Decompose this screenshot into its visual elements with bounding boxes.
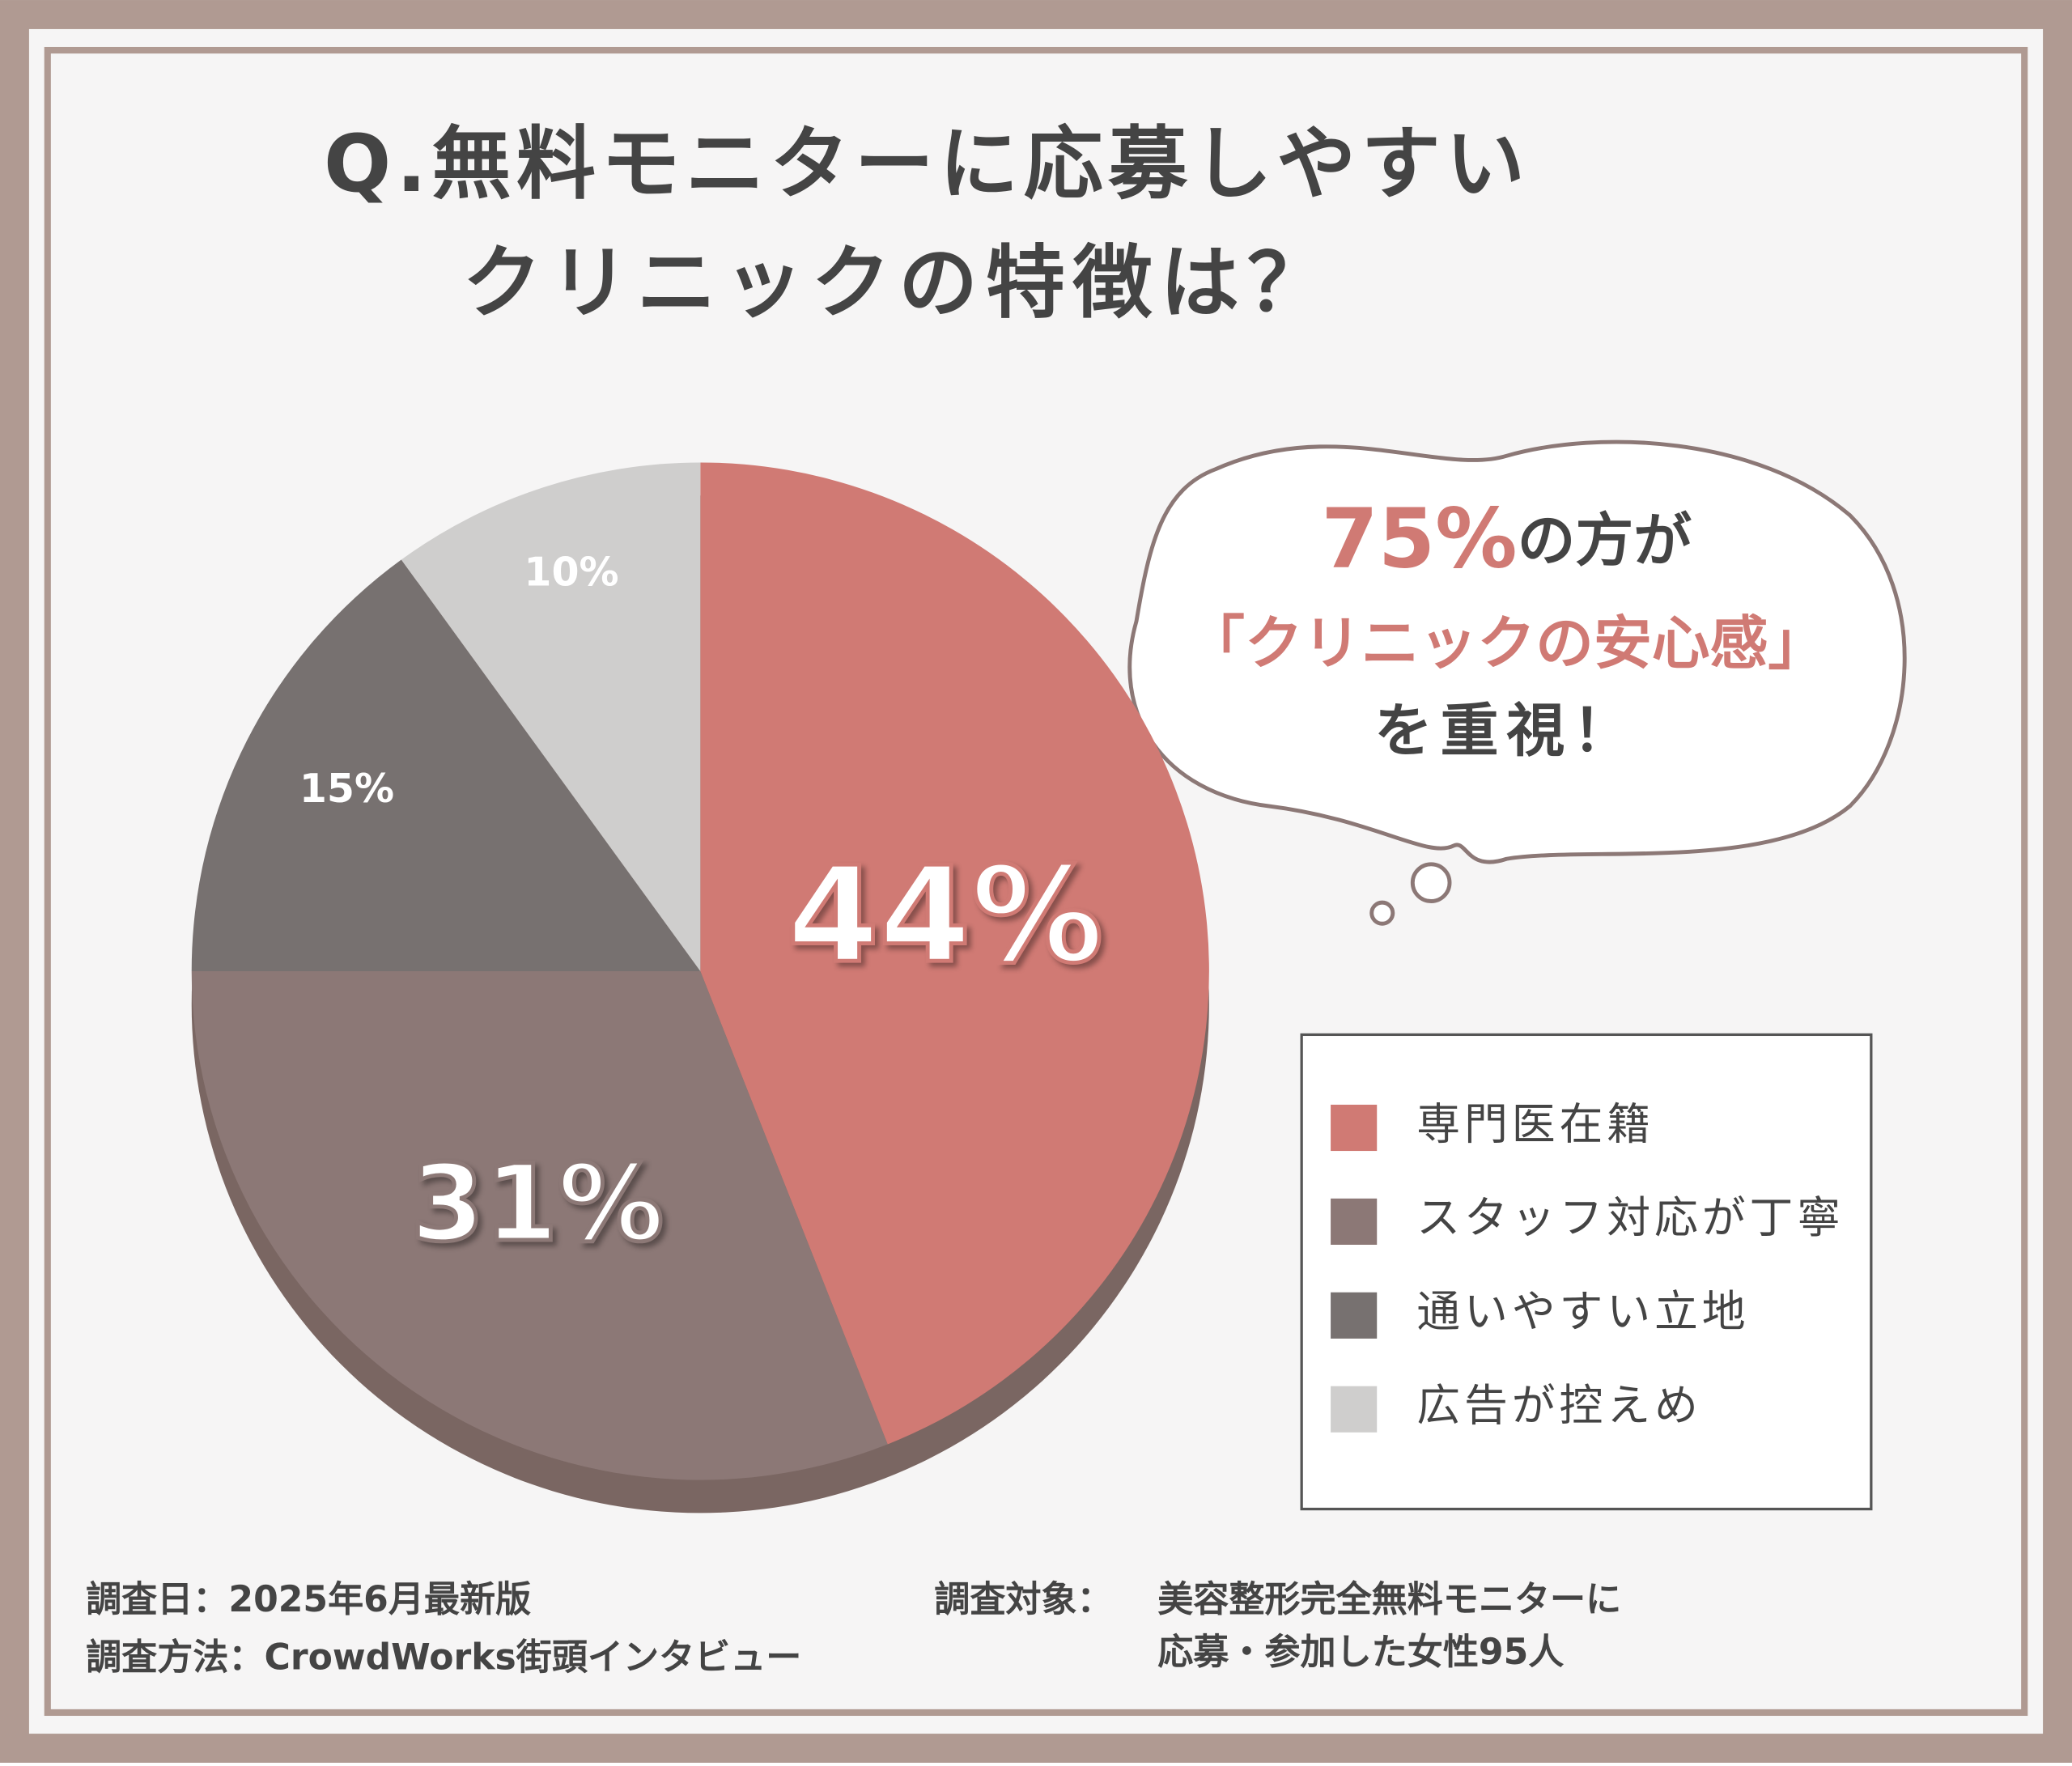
data-label: 44% [787,838,1103,992]
legend-swatch [1331,1386,1378,1433]
pie-slice [191,971,888,1480]
footer-text: 美容整形完全無料モニターに [1157,1579,1621,1620]
pie-slice [401,462,701,972]
legend-label: 専門医在籍 [1416,1098,1654,1149]
legend-swatch [1331,1198,1378,1245]
annotation-text: 「クリニックの安心感」 [1187,609,1826,677]
footer-text: 調査日：2025年6月最新版 [86,1579,531,1620]
footer: 調査日：2025年6月最新版 調査方法：CrowdWorks街頭インタビュー 調… [86,1579,1621,1679]
bubble-dot [1369,900,1395,926]
legend-swatch [1331,1104,1378,1152]
annotation-highlight: 75% [1321,491,1517,587]
data-label: 15% [299,766,394,812]
legend-label: 通いやすい立地 [1416,1286,1749,1337]
footer-text: 調査対象： [934,1579,1112,1620]
title-line: Q.無料モニターに応募しやすい [324,118,1531,210]
footer-text: 調査方法：CrowdWorks街頭インタビュー [86,1637,801,1679]
pie-slice [191,559,701,972]
legend-swatch [1331,1292,1378,1339]
bubble-dot [1410,862,1452,903]
legend [1300,1033,1873,1511]
annotation-text: を重視！ [1374,696,1639,764]
data-label: 10% [524,549,618,595]
pie-slice [700,462,1209,1445]
legend-label: 広告が控えめ [1416,1380,1702,1431]
title-line: クリニックの特徴は？ [462,237,1334,329]
inner-frame [44,46,2028,1717]
legend-label: スタッフ対応が丁寧 [1416,1192,1845,1243]
data-label: 31% [411,1142,664,1265]
footer-text: 応募・参加した女性95人 [1157,1632,1564,1673]
annotation-text: の方が [1518,506,1692,574]
annotation-line: 75%の方が [1321,491,1692,587]
